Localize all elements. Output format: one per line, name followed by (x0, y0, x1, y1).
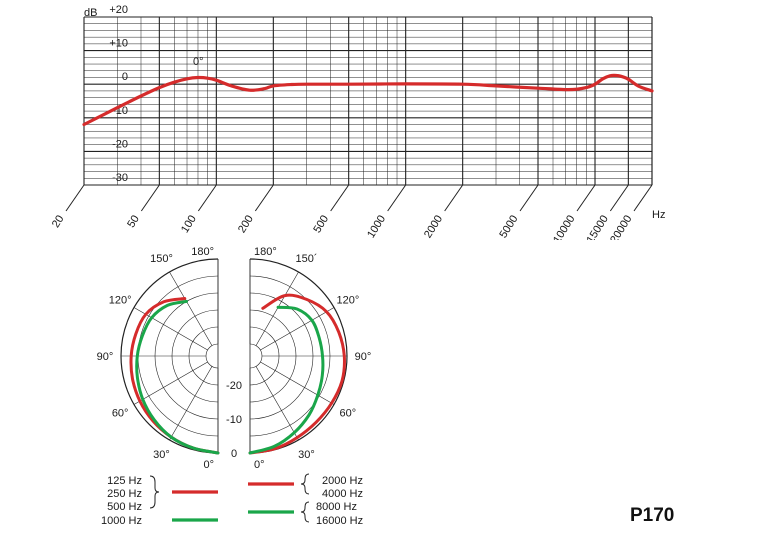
polar-angle-label-left: 120° (109, 295, 132, 307)
legend-left-group: 125 Hz 250 Hz 500 Hz 1000 Hz (101, 475, 218, 527)
x-tick-mark (65, 184, 85, 212)
polar-spoke (255, 366, 299, 441)
polar-spoke (260, 361, 335, 405)
x-tick-mark (387, 184, 407, 212)
legend-left-brace (149, 475, 160, 509)
polar-angle-label-right: 120° (336, 295, 359, 307)
legend-freq-16000: 16000 Hz (316, 515, 363, 527)
polar-curves (129, 293, 346, 455)
y-tick-label: -20 (112, 138, 128, 150)
polar-spoke (133, 361, 208, 405)
polar-labels: 180° 180° 150° 150´ 120° 120° 90° 90° 60° 60° 30° 3… (97, 246, 372, 471)
y-tick-label: +10 (109, 38, 128, 50)
curve-angle-annotation: 0° (193, 56, 204, 68)
x-tick-mark (519, 184, 539, 212)
x-tick-mark (140, 184, 160, 212)
x-tick-mark (197, 184, 217, 212)
legend-freq-1000: 1000 Hz (101, 515, 142, 527)
legend-right-brace-top (300, 473, 310, 495)
polar-angle-label-right: 180° (254, 246, 277, 258)
polar-angle-label-left: 180° (191, 246, 214, 258)
polar-grid (120, 258, 348, 454)
legend-freq-250: 250 Hz (107, 488, 142, 500)
frequency-response-curve (82, 73, 654, 127)
polar-angle-label-left: 30° (153, 449, 170, 461)
x-tick-mark (330, 184, 350, 212)
polar-angle-label-left: 90° (97, 351, 114, 363)
polar-angle-label-right: 0° (254, 459, 265, 471)
polar-angle-label-right: 150´ (295, 253, 317, 265)
polar-radial-label: -20 (226, 380, 242, 392)
x-tick-mark (254, 184, 274, 212)
polar-angle-label-left: 0° (203, 459, 214, 471)
legend-freq-500: 500 Hz (107, 501, 142, 513)
polar-curve (248, 305, 325, 455)
y-tick-label: -30 (112, 172, 128, 184)
polar-spoke (255, 271, 299, 346)
polar-spoke (169, 271, 213, 346)
legend-freq-4000: 4000 Hz (322, 488, 363, 500)
polar-angle-label-right: 30° (298, 449, 315, 461)
polar-spoke (260, 307, 335, 351)
x-tick-mark (609, 184, 629, 212)
polar-radial-label: -10 (226, 414, 242, 426)
x-tick-mark (576, 184, 596, 212)
x-tick-label: 20 (50, 213, 67, 230)
legend-freq-8000: 8000 Hz (316, 501, 357, 513)
x-tick-label: 50 (125, 213, 142, 230)
x-tick-mark (444, 184, 464, 212)
x-axis-unit-label: Hz (652, 209, 665, 221)
y-tick-label: 0 (122, 71, 128, 83)
polar-radial-label: 0 (231, 448, 237, 460)
polar-spoke (169, 366, 213, 441)
legend-freq-2000: 2000 Hz (322, 475, 363, 487)
legend-right-brace-bottom (300, 501, 310, 523)
frequency-grid (83, 16, 653, 186)
model-label: P170 (630, 505, 675, 526)
legend-freq-125: 125 Hz (107, 475, 142, 487)
y-tick-label: +20 (109, 4, 128, 16)
polar-curve (248, 293, 346, 455)
legend-right-group: 2000 Hz 4000 Hz 8000 Hz 16000 Hz (248, 473, 363, 527)
polar-curve (135, 299, 220, 455)
polar-angle-label-left: 150° (150, 253, 173, 265)
polar-angle-label-right: 90° (355, 351, 372, 363)
x-tick-mark (633, 184, 653, 212)
polar-angle-label-left: 60° (112, 408, 129, 420)
polar-angle-label-right: 60° (340, 408, 357, 420)
y-axis-label: dB (84, 7, 97, 19)
